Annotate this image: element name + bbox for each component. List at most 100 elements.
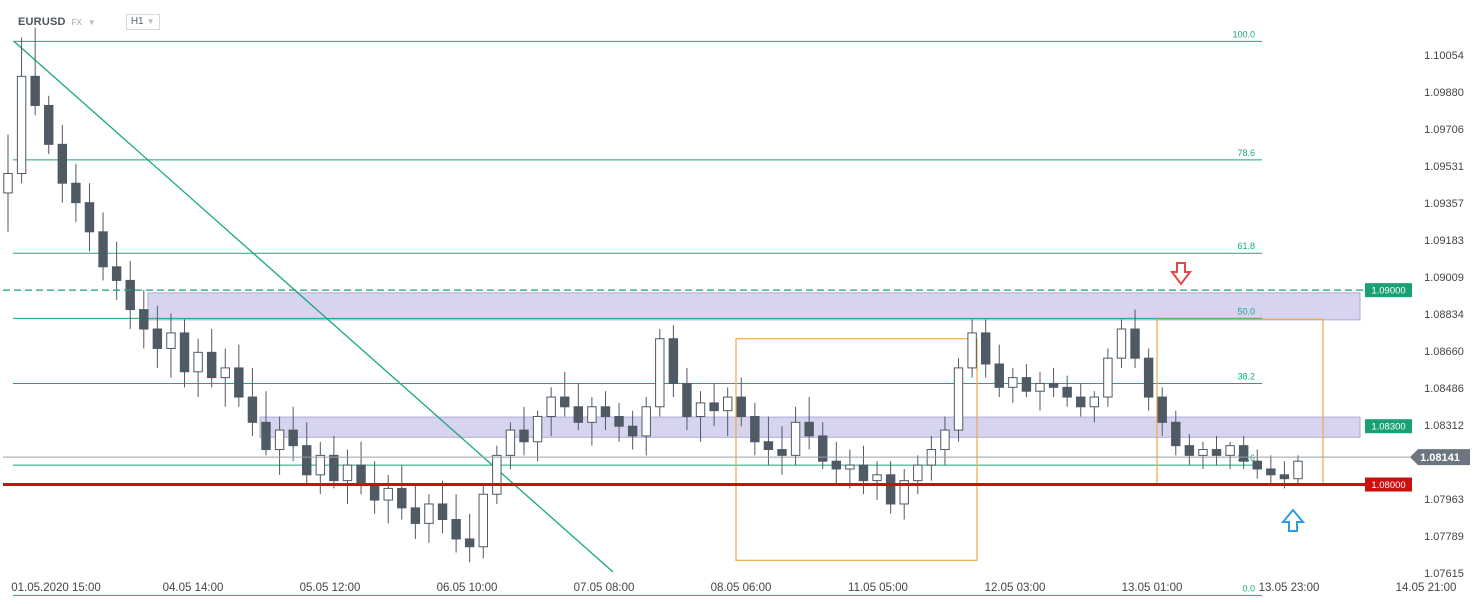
x-tick-label: 11.05 05:00 bbox=[848, 582, 908, 594]
candle-body bbox=[1076, 396, 1086, 408]
candle bbox=[193, 338, 203, 398]
candle bbox=[1238, 435, 1249, 469]
candle-body bbox=[519, 429, 529, 443]
x-tick-label: 06.05 10:00 bbox=[437, 582, 498, 594]
candle-body bbox=[397, 487, 407, 509]
candle bbox=[858, 445, 869, 495]
candle-body bbox=[913, 464, 923, 482]
candle bbox=[451, 494, 461, 553]
candle bbox=[71, 163, 81, 223]
support-price-tag: 1.08000 bbox=[1365, 477, 1412, 492]
candle-body bbox=[424, 503, 434, 524]
fib-label: 50.0 bbox=[1237, 306, 1255, 316]
candle-body bbox=[356, 464, 366, 486]
candle-body bbox=[1116, 328, 1127, 359]
candle-body bbox=[885, 474, 896, 505]
y-tick-label: 1.09009 bbox=[1424, 272, 1464, 284]
candle bbox=[410, 484, 421, 539]
candle bbox=[967, 319, 977, 378]
candle bbox=[899, 468, 909, 520]
candle-body bbox=[994, 363, 1004, 388]
candle bbox=[1130, 309, 1140, 368]
candle bbox=[736, 377, 746, 427]
candle bbox=[437, 480, 448, 534]
y-tick-label: 1.10054 bbox=[1424, 50, 1464, 62]
current-price-tag-bg bbox=[1410, 449, 1470, 466]
candle bbox=[356, 441, 366, 495]
candle-body bbox=[206, 351, 217, 379]
candle-body bbox=[777, 449, 787, 456]
candle bbox=[288, 406, 298, 462]
candle-body bbox=[872, 474, 882, 482]
candle bbox=[1171, 410, 1181, 456]
candle-body bbox=[655, 338, 665, 408]
candle bbox=[44, 95, 54, 155]
candle bbox=[1021, 364, 1032, 398]
y-tick-label: 1.09880 bbox=[1424, 87, 1464, 99]
candle-body bbox=[1157, 396, 1167, 423]
symbol-dropdown-icon[interactable]: ▼ bbox=[87, 17, 96, 27]
candle-body bbox=[899, 480, 909, 505]
candle-body bbox=[573, 406, 584, 423]
candle-body bbox=[179, 332, 190, 373]
symbol-label[interactable]: EURUSD bbox=[18, 16, 66, 28]
resistance-price-text: 1.09000 bbox=[1371, 286, 1405, 297]
candle bbox=[1225, 441, 1235, 469]
buy-arrow-icon bbox=[1280, 508, 1306, 532]
candle bbox=[532, 410, 543, 462]
candle bbox=[302, 422, 312, 485]
candle-body bbox=[1252, 460, 1262, 470]
x-tick-label: 08.05 06:00 bbox=[711, 582, 772, 594]
candle bbox=[383, 474, 393, 524]
candle-body bbox=[1211, 449, 1222, 456]
candle bbox=[505, 422, 516, 469]
support-price-text: 1.08000 bbox=[1371, 480, 1405, 491]
candle bbox=[464, 513, 475, 563]
candle-body bbox=[247, 396, 258, 423]
candle bbox=[953, 358, 964, 442]
candle bbox=[1103, 348, 1113, 407]
candle bbox=[329, 435, 339, 489]
candle bbox=[315, 441, 326, 495]
candle bbox=[885, 461, 896, 514]
candle-body bbox=[668, 338, 679, 384]
candle bbox=[926, 435, 937, 481]
candle bbox=[655, 329, 665, 417]
x-tick-label: 13.05 23:00 bbox=[1259, 582, 1320, 594]
candle-body bbox=[342, 464, 353, 482]
candle bbox=[641, 397, 651, 456]
candle-body bbox=[1048, 382, 1059, 388]
candle bbox=[695, 391, 706, 442]
candle-body bbox=[410, 507, 421, 524]
arrows-layer bbox=[1170, 262, 1306, 532]
candle bbox=[342, 449, 353, 504]
candle bbox=[750, 402, 760, 456]
sell-arrow-icon bbox=[1170, 262, 1192, 286]
candle-body bbox=[1225, 445, 1235, 456]
candle-body bbox=[587, 406, 597, 423]
timeframe-selector[interactable]: H1 ▼ bbox=[125, 14, 160, 30]
x-tick-label: 01.05.2020 15:00 bbox=[11, 582, 101, 594]
x-tick-label: 14.05 21:00 bbox=[1396, 582, 1457, 594]
candle-body bbox=[261, 421, 271, 451]
y-tick-label: 1.07615 bbox=[1424, 568, 1464, 580]
candle-body bbox=[980, 332, 991, 365]
candle bbox=[3, 134, 13, 232]
candle-body bbox=[1293, 460, 1303, 480]
candle bbox=[587, 397, 597, 446]
candle-body bbox=[1089, 396, 1100, 408]
candle bbox=[1266, 455, 1276, 485]
candle-body bbox=[600, 406, 611, 417]
y-axis: 1.10054 1.09880 1.09706 1.09531 1.09357 1.091… bbox=[1424, 50, 1464, 580]
candle-body bbox=[3, 173, 13, 194]
fib-label: 0.0 bbox=[1242, 583, 1255, 593]
y-tick-label: 1.09531 bbox=[1424, 161, 1464, 173]
candle-body bbox=[1184, 445, 1195, 456]
y-tick-label: 1.09357 bbox=[1424, 198, 1464, 210]
candle-body bbox=[818, 435, 828, 462]
candle bbox=[913, 455, 923, 495]
candle bbox=[573, 383, 584, 431]
candle-body bbox=[125, 279, 135, 311]
fib-label: 38.2 bbox=[1237, 371, 1255, 381]
